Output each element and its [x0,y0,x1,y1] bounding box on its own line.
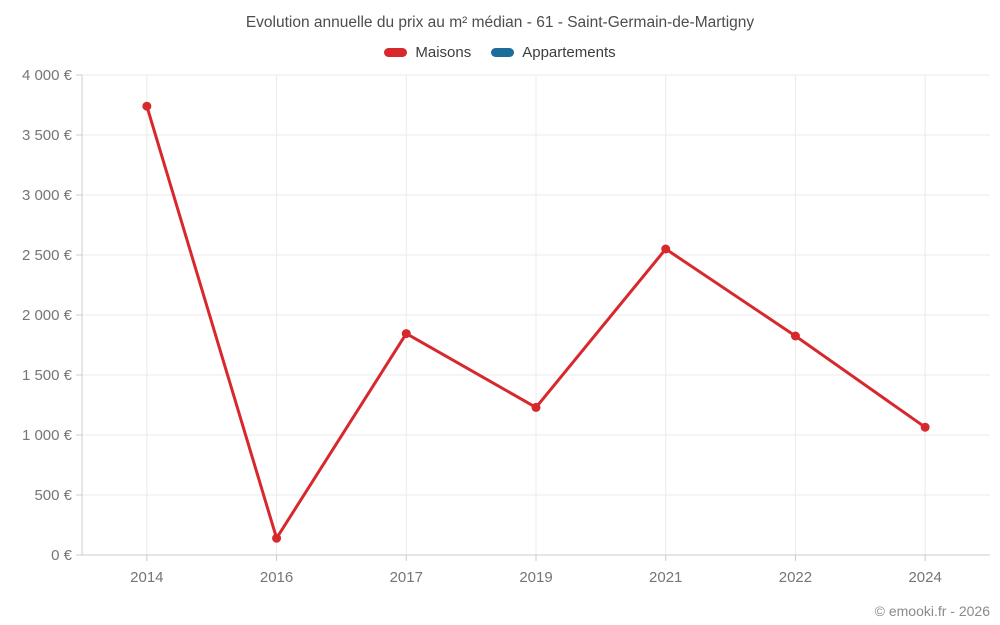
chart-legend: Maisons Appartements [0,44,1000,61]
y-axis-label: 1 000 € [22,427,73,444]
y-axis-label: 500 € [34,487,72,504]
legend-item-maisons[interactable]: Maisons [384,44,471,61]
x-axis-label: 2021 [649,569,682,586]
data-point-maisons-2019[interactable] [531,402,541,412]
y-axis-label: 0 € [51,547,73,564]
copyright-attribution: © emooki.fr - 2026 [874,603,990,619]
y-axis-label: 4 000 € [22,67,73,84]
y-axis-label: 2 000 € [22,307,73,324]
x-axis-label: 2017 [390,569,423,586]
data-point-maisons-2021[interactable] [661,244,671,254]
x-axis-label: 2022 [779,569,812,586]
data-point-maisons-2016[interactable] [272,533,282,543]
chart-title: Evolution annuelle du prix au m² médian … [245,14,755,31]
y-axis-label: 2 500 € [22,247,73,264]
maisons-legend-swatch-icon [384,48,408,57]
x-axis-label: 2014 [130,569,163,586]
data-point-maisons-2017[interactable] [401,329,411,339]
legend-label-maisons: Maisons [415,44,472,61]
legend-label-appartements: Appartements [522,44,616,61]
y-axis-label: 3 500 € [22,127,73,144]
data-point-maisons-2022[interactable] [790,331,800,341]
x-axis-label: 2019 [519,569,552,586]
x-axis-label: 2016 [260,569,293,586]
y-axis-label: 1 500 € [22,367,73,384]
data-point-maisons-2014[interactable] [142,101,152,111]
appartements-legend-swatch-icon [491,48,515,57]
y-axis-label: 3 000 € [22,187,73,204]
x-axis-label: 2024 [908,569,941,586]
legend-item-appartements[interactable]: Appartements [491,44,616,61]
data-point-maisons-2024[interactable] [920,422,930,432]
